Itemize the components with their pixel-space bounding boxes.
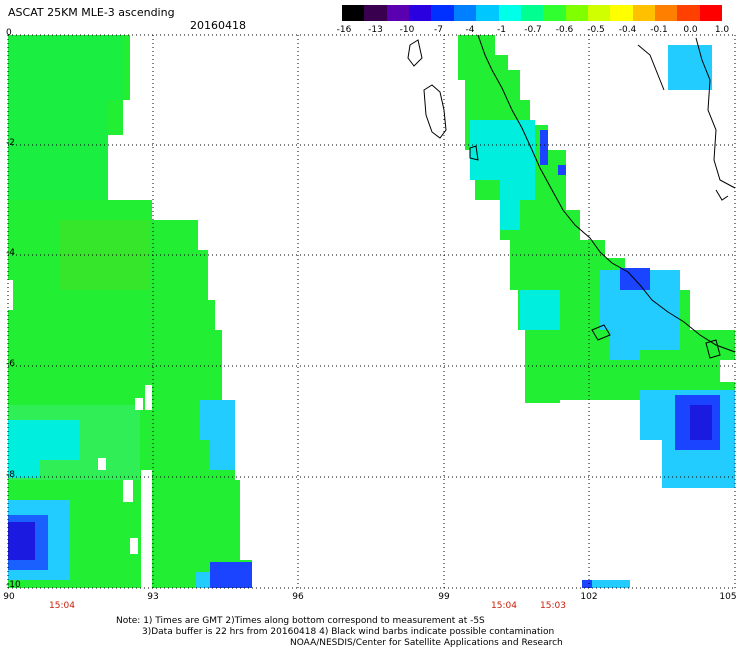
gap-2 <box>135 398 143 410</box>
peninsula-tip <box>715 189 729 201</box>
right-swath <box>458 35 735 588</box>
ytick-label: -6 <box>6 359 15 369</box>
cyan-patch-bottom <box>196 572 210 588</box>
map-title: ASCAT 25KM MLE-3 ascending <box>8 6 175 19</box>
colorbar-label: -4 <box>465 25 475 35</box>
colorbar-labels: -16 -13 -10 -7 -4 -1 -0.7 -0.6 -0.5 -0.4 -0.1 0.0 1.… <box>332 25 734 37</box>
coastlines <box>407 34 736 359</box>
note-line-3: NOAA/NESDIS/Center for Satellite Applica… <box>290 638 563 648</box>
island-3 <box>469 145 479 161</box>
blue-spot-small <box>558 165 566 175</box>
colorbar-label: -1 <box>497 25 506 35</box>
colorbar-segment <box>543 5 566 21</box>
peninsula-coast <box>695 37 736 189</box>
colorbar-label: 1.0 <box>714 25 730 35</box>
cyan-lower <box>600 270 680 360</box>
time-label: 15:04 <box>49 601 75 611</box>
colorbar-label: -0.5 <box>587 25 605 35</box>
gap-1 <box>145 385 152 410</box>
xtick-label: 90 <box>3 592 15 602</box>
map-date: 20160418 <box>190 19 246 32</box>
island-1 <box>423 84 447 139</box>
colorbar-segment <box>364 5 387 21</box>
xtick-label: 93 <box>147 592 159 602</box>
blue-bottom-strip <box>582 580 592 588</box>
cyan-mid <box>520 290 560 330</box>
colorbar-segment <box>498 5 521 21</box>
colorbar-label: -13 <box>368 25 383 35</box>
colorbar-segment <box>431 5 454 21</box>
colorbar-label: 0.0 <box>683 25 698 35</box>
coast-top <box>637 44 665 91</box>
colorbar <box>342 5 723 21</box>
swath-top-band <box>8 35 123 200</box>
gap-3 <box>98 458 106 470</box>
colorbar-label: -0.4 <box>618 25 637 35</box>
colorbar-label: -0.6 <box>555 25 574 35</box>
colorbar-label: -0.7 <box>524 25 542 35</box>
colorbar-segment <box>386 5 410 21</box>
colorbar-segment <box>342 5 365 21</box>
ytick-label: -10 <box>6 580 21 590</box>
blue-spot-upper <box>540 130 548 165</box>
blue-patch-bottom <box>210 562 252 588</box>
cyan-patch-right <box>200 400 235 470</box>
colorbar-label: -16 <box>336 25 352 35</box>
colorbar-segment <box>565 5 588 21</box>
colorbar-segment <box>610 5 633 21</box>
colorbar-segment <box>632 5 656 21</box>
xtick-label: 105 <box>719 592 737 602</box>
colorbar-segment <box>476 5 499 21</box>
colorbar-label: -10 <box>399 25 415 35</box>
note-line-1: Note: 1) Times are GMT 2)Times along bot… <box>116 616 485 626</box>
ytick-label: -2 <box>6 138 15 148</box>
colorbar-segment <box>677 5 700 21</box>
colorbar-label: -0.1 <box>650 25 668 35</box>
colorbar-label: -7 <box>434 25 443 35</box>
island-5 <box>705 339 721 359</box>
ytick-label: -4 <box>6 248 15 258</box>
cyan-patch-left <box>8 420 80 478</box>
gap-6 <box>141 470 152 588</box>
time-label: 15:04 <box>491 601 517 611</box>
left-swath <box>8 35 252 588</box>
cyan-upper <box>470 120 535 230</box>
grid <box>7 34 736 589</box>
gap-7 <box>8 280 13 310</box>
colorbar-segment <box>453 5 477 21</box>
colorbar-segment <box>699 5 723 21</box>
ytick-label: -8 <box>6 470 15 480</box>
sumatra-coast <box>477 34 736 353</box>
xtick-label: 102 <box>580 592 598 602</box>
colorbar-segment <box>520 5 544 21</box>
cyan-bottom-strip <box>582 580 630 588</box>
colorbar-segment <box>655 5 678 21</box>
note-line-2: 3)Data buffer is 22 hrs from 20160418 4)… <box>142 627 555 637</box>
blue-core-right <box>690 405 712 440</box>
gap-5 <box>130 538 138 554</box>
time-label: 15:03 <box>540 601 566 611</box>
footnotes: Note: 1) Times are GMT 2)Times along bot… <box>116 616 563 649</box>
xtick-label: 99 <box>438 592 450 602</box>
xtick-label: 96 <box>292 592 304 602</box>
ytick-label: 0 <box>6 28 12 38</box>
colorbar-segment <box>587 5 611 21</box>
blue-patch-core <box>8 522 35 560</box>
island-2 <box>407 39 423 67</box>
gap-4 <box>123 480 133 502</box>
island-4 <box>591 324 611 341</box>
colorbar-segment <box>409 5 432 21</box>
